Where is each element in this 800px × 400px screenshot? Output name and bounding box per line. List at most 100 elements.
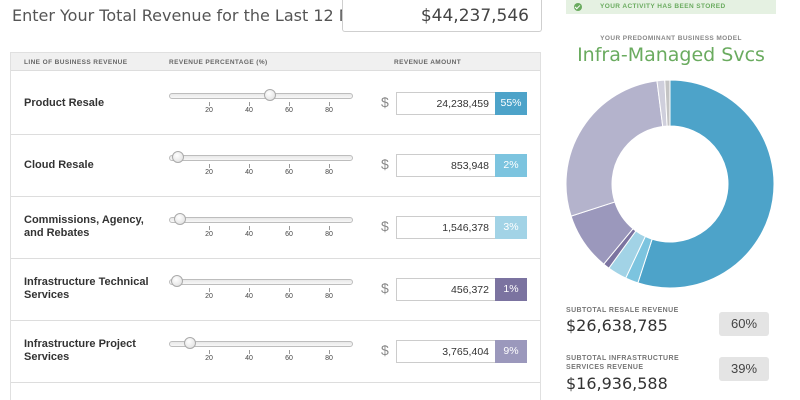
slider-tick — [249, 288, 250, 292]
slider-ticks: 20 40 60 80 — [177, 226, 345, 242]
business-model-name: Infra-Managed Svcs — [577, 44, 765, 66]
row-label: Commissions, Agency, and Rebates — [24, 214, 144, 239]
table-row: Cloud Resale 20 40 60 80 $853,948 2% — [11, 135, 540, 197]
total-revenue-prompt: Enter Your Total Revenue for the Last 12… — [12, 6, 398, 25]
slider-tick-label: 20 — [205, 231, 213, 238]
slider-tick-label: 80 — [325, 107, 333, 114]
revenue-percentage-slider[interactable]: 20 40 60 80 — [169, 151, 353, 176]
revenue-amount-input[interactable]: 1,546,378 — [396, 216, 496, 239]
total-revenue-input[interactable]: $44,237,546 — [342, 0, 542, 32]
check-icon — [574, 3, 582, 11]
slider-tick — [249, 350, 250, 354]
slider-tick — [249, 164, 250, 168]
revenue-percent-badge: 3% — [495, 216, 527, 239]
activity-stored-message: YOUR ACTIVITY HAS BEEN STORED — [600, 3, 726, 10]
revenue-donut-chart — [565, 79, 775, 289]
subtotal-resale-percent: 60% — [719, 312, 769, 336]
slider-tick-label: 60 — [285, 355, 293, 362]
slider-tick-label: 40 — [245, 169, 253, 176]
slider-track[interactable] — [169, 279, 353, 285]
slider-tick-label: 60 — [285, 169, 293, 176]
slider-ticks: 20 40 60 80 — [177, 164, 345, 180]
revenue-percentage-slider[interactable]: 20 40 60 80 — [169, 337, 353, 362]
slider-tick — [329, 226, 330, 230]
slider-tick-label: 40 — [245, 293, 253, 300]
slider-ticks: 20 40 60 80 — [177, 288, 345, 304]
slider-tick — [289, 102, 290, 106]
slider-tick — [289, 226, 290, 230]
slider-tick-label: 60 — [285, 231, 293, 238]
revenue-amount-input[interactable]: 456,372 — [396, 278, 496, 301]
row-label: Cloud Resale — [24, 159, 94, 171]
row-label: Infrastructure Project Services — [24, 338, 136, 363]
slider-tick-label: 60 — [285, 107, 293, 114]
slider-tick — [329, 102, 330, 106]
revenue-table: LINE OF BUSINESS REVENUE REVENUE PERCENT… — [10, 52, 541, 400]
slider-tick — [209, 164, 210, 168]
revenue-percentage-slider[interactable]: 20 40 60 80 — [169, 275, 353, 300]
slider-tick — [289, 350, 290, 354]
slider-track[interactable] — [169, 155, 353, 161]
row-label: Infrastructure Technical Services — [24, 276, 149, 301]
currency-symbol: $ — [381, 280, 389, 296]
subtotal-resale-label: SUBTOTAL RESALE REVENUE — [566, 307, 679, 314]
revenue-percentage-slider[interactable]: 20 40 60 80 — [169, 89, 353, 114]
business-model-label: YOUR PREDOMINANT BUSINESS MODEL — [600, 35, 742, 42]
slider-tick — [329, 164, 330, 168]
revenue-amount-input[interactable]: 853,948 — [396, 154, 496, 177]
revenue-amount-input[interactable]: 24,238,459 — [396, 92, 496, 115]
slider-ticks: 20 40 60 80 — [177, 102, 345, 118]
activity-stored-banner: YOUR ACTIVITY HAS BEEN STORED — [566, 0, 776, 14]
slider-tick — [209, 288, 210, 292]
revenue-percent-badge: 55% — [495, 92, 527, 115]
slider-tick — [249, 102, 250, 106]
subtotal-infra-percent: 39% — [719, 357, 769, 381]
column-header-line-of-business: LINE OF BUSINESS REVENUE — [24, 59, 128, 66]
slider-tick-label: 40 — [245, 355, 253, 362]
currency-symbol: $ — [381, 342, 389, 358]
revenue-percent-badge: 2% — [495, 154, 527, 177]
revenue-amount-input[interactable]: 3,765,404 — [396, 340, 496, 363]
table-row: Infrastructure Project Services 20 40 60 80 $… — [11, 321, 540, 383]
revenue-percent-badge: 9% — [495, 340, 527, 363]
slider-tick — [329, 288, 330, 292]
currency-symbol: $ — [381, 94, 389, 110]
slider-tick — [249, 226, 250, 230]
column-header-revenue-percentage: REVENUE PERCENTAGE (%) — [169, 59, 268, 66]
slider-tick — [329, 350, 330, 354]
slider-track[interactable] — [169, 341, 353, 347]
subtotal-infra-label: SUBTOTAL INFRASTRUCTURE SERVICES REVENUE — [566, 355, 680, 371]
currency-symbol: $ — [381, 156, 389, 172]
slider-tick-label: 40 — [245, 107, 253, 114]
slider-tick — [289, 164, 290, 168]
revenue-percent-badge: 1% — [495, 278, 527, 301]
column-header-revenue-amount: REVENUE AMOUNT — [394, 59, 462, 66]
slider-tick-label: 60 — [285, 293, 293, 300]
table-header: LINE OF BUSINESS REVENUE REVENUE PERCENT… — [11, 53, 540, 71]
subtotal-infra-value: $16,936,588 — [566, 374, 668, 393]
slider-track[interactable] — [169, 93, 353, 99]
slider-tick-label: 20 — [205, 293, 213, 300]
slider-track[interactable] — [169, 217, 353, 223]
slider-tick — [209, 226, 210, 230]
slider-handle[interactable] — [184, 337, 197, 349]
slider-tick-label: 20 — [205, 355, 213, 362]
slider-tick-label: 40 — [245, 231, 253, 238]
currency-symbol: $ — [381, 218, 389, 234]
slider-handle[interactable] — [172, 151, 185, 163]
slider-tick-label: 20 — [205, 107, 213, 114]
slider-ticks: 20 40 60 80 — [177, 350, 345, 366]
revenue-percentage-slider[interactable]: 20 40 60 80 — [169, 213, 353, 238]
slider-tick — [209, 350, 210, 354]
donut-segment — [664, 79, 671, 127]
subtotal-resale-value: $26,638,785 — [566, 316, 668, 335]
slider-tick-label: 20 — [205, 169, 213, 176]
slider-tick-label: 80 — [325, 169, 333, 176]
donut-segment — [565, 80, 664, 217]
table-row: Product Resale 20 40 60 80 $24,238,459 55% — [11, 73, 540, 135]
slider-tick — [289, 288, 290, 292]
slider-handle[interactable] — [170, 275, 183, 287]
slider-tick-label: 80 — [325, 231, 333, 238]
slider-handle[interactable] — [174, 213, 187, 225]
slider-handle[interactable] — [263, 89, 276, 101]
